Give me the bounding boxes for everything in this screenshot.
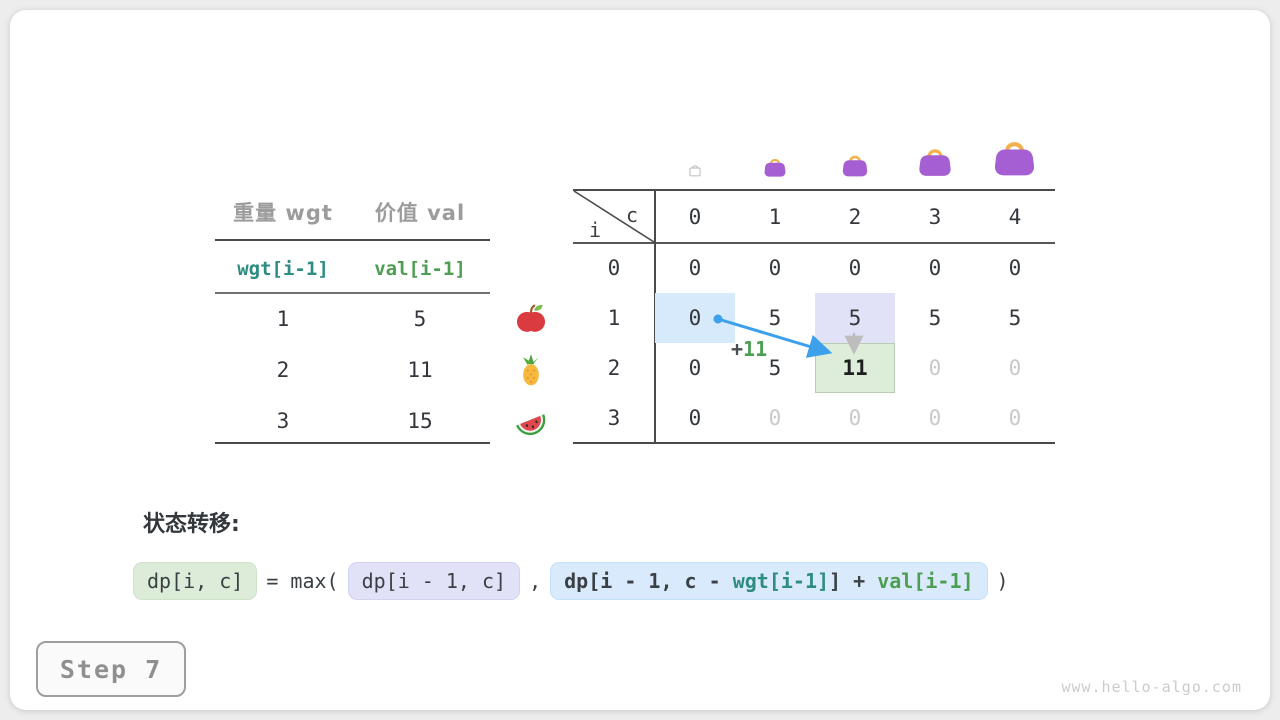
dp-cell-r2-c3: 0 xyxy=(928,356,942,380)
dp-col-label-4: 4 xyxy=(1008,204,1022,229)
items-header-weight: 重量 wgt xyxy=(233,201,333,225)
dp-cell-r2-c4: 0 xyxy=(1008,356,1022,380)
formula-comma: , xyxy=(529,569,542,593)
corner-diagonal-line xyxy=(573,190,655,243)
dp-cell-r0-c3: 0 xyxy=(928,256,942,280)
handbag-md-icon xyxy=(919,149,951,176)
add-value-annotation: +11 xyxy=(731,337,767,361)
dp-col-label-0: 0 xyxy=(688,204,702,229)
dp-row-label-2: 2 xyxy=(607,356,621,380)
dp-row-label-1: 1 xyxy=(607,306,621,330)
dp-row-label-0: 0 xyxy=(607,256,621,280)
item-row-0-val: 5 xyxy=(413,307,427,331)
dp-cell-r3-c4: 0 xyxy=(1008,406,1022,430)
dp-col-label-2: 2 xyxy=(848,204,862,229)
dp-cell-r3-c2: 0 xyxy=(848,406,862,430)
dp-rule-bottom xyxy=(573,442,1055,444)
step-button-label: Step 7 xyxy=(59,654,163,684)
dp-cell-r1-c3: 5 xyxy=(928,306,942,330)
items-index-val: val[i-1] xyxy=(374,258,466,280)
dp-cell-r0-c1: 0 xyxy=(768,256,782,280)
dp-corner-cell: i c xyxy=(573,190,655,243)
dp-cell-r1-c0: 0 xyxy=(655,293,735,343)
dp-cell-r3-c0: 0 xyxy=(688,406,702,430)
step-button[interactable]: Step 7 xyxy=(36,641,186,697)
apple-icon xyxy=(516,304,546,332)
items-rule-top xyxy=(215,239,490,241)
formula-take-option: dp[i - 1, c - wgt[i-1]] + val[i-1] xyxy=(550,562,988,600)
dp-corner-row-var: i xyxy=(589,218,602,242)
dp-cell-r0-c2: 0 xyxy=(848,256,862,280)
take-mid: ] + xyxy=(829,569,878,593)
plus-sign: + xyxy=(731,337,744,361)
dp-cell-r2-c2: 11 xyxy=(815,343,895,393)
handbag-lg-icon xyxy=(994,142,1035,176)
formula-lhs: dp[i, c] xyxy=(133,562,258,600)
item-row-0-wgt: 1 xyxy=(276,307,290,331)
item-row-2-val: 15 xyxy=(407,409,433,433)
watermelon-icon xyxy=(516,414,546,436)
added-value: 11 xyxy=(743,337,768,361)
dp-cell-r0-c4: 0 xyxy=(1008,256,1022,280)
item-row-1-wgt: 2 xyxy=(276,358,290,382)
dp-corner-col-var: c xyxy=(626,203,639,227)
items-index-wgt: wgt[i-1] xyxy=(237,258,329,280)
items-rule-mid xyxy=(215,292,490,294)
items-header-value: 价值 val xyxy=(374,201,466,225)
take-wgt-term: wgt[i-1] xyxy=(732,569,830,593)
transition-formula: dp[i, c] = max( dp[i - 1, c] , dp[i - 1,… xyxy=(133,560,1009,602)
pineapple-icon xyxy=(523,354,539,386)
dp-rule-top xyxy=(573,189,1055,191)
dp-cell-r3-c1: 0 xyxy=(768,406,782,430)
formula-keep-option: dp[i - 1, c] xyxy=(347,562,521,600)
take-val-term: val[i-1] xyxy=(877,569,974,593)
dp-col-label-3: 3 xyxy=(928,204,942,229)
dp-row-label-3: 3 xyxy=(607,406,621,430)
formula-op: = max( xyxy=(266,569,339,593)
formula-close: ) xyxy=(996,569,1009,593)
handbag-sm-icon xyxy=(842,155,868,177)
dp-cell-r2-c1: 5 xyxy=(768,356,782,380)
dp-cell-r3-c3: 0 xyxy=(928,406,942,430)
empty-bag-icon xyxy=(689,165,701,177)
item-row-1-val: 11 xyxy=(407,358,433,382)
transition-heading: 状态转移: xyxy=(143,512,240,537)
dp-header-row: i c 0 1 2 3 4 xyxy=(573,190,1055,243)
handbag-xs-icon xyxy=(764,158,786,177)
item-row-2-wgt: 3 xyxy=(276,409,290,433)
dp-cell-r1-c2: 5 xyxy=(815,293,895,343)
watermark: www.hello-algo.com xyxy=(1061,678,1242,696)
items-rule-bottom xyxy=(215,442,490,444)
dp-cell-r0-c0: 0 xyxy=(688,256,702,280)
dp-col-label-1: 1 xyxy=(768,204,782,229)
take-prefix: dp[i - 1, c - xyxy=(564,569,733,593)
dp-rule-header xyxy=(573,242,1055,244)
dp-cell-r2-c0: 0 xyxy=(688,356,702,380)
dp-cell-r1-c4: 5 xyxy=(1008,306,1022,330)
dp-cell-r1-c1: 5 xyxy=(768,306,782,330)
dp-grid: 0 0 0 0 0 0 1 0 5 5 5 5 2 0 5 11 0 0 3 0… xyxy=(573,243,1055,443)
